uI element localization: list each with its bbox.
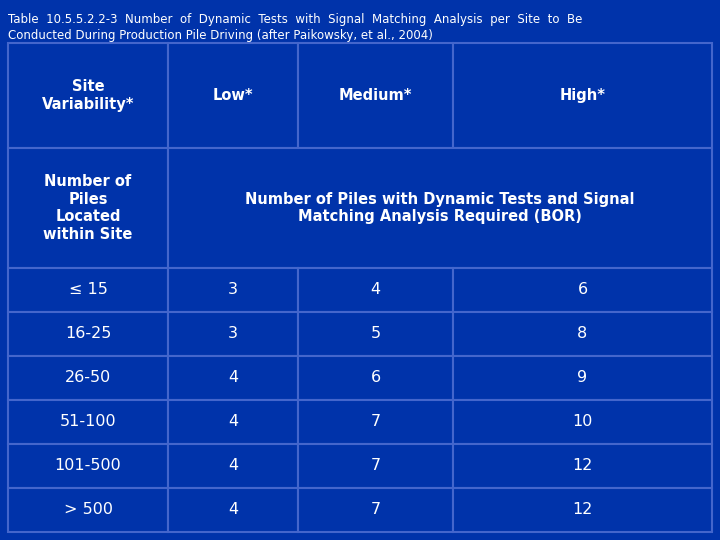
Bar <box>453 268 712 312</box>
Text: 12: 12 <box>572 503 593 517</box>
Bar <box>298 444 453 488</box>
Bar <box>453 488 712 532</box>
Bar <box>168 312 298 356</box>
Text: Low*: Low* <box>212 88 253 103</box>
Bar <box>168 148 712 268</box>
Text: Site
Variability*: Site Variability* <box>42 79 134 112</box>
Text: Conducted During Production Pile Driving (after Paikowsky, et al., 2004): Conducted During Production Pile Driving… <box>8 29 433 42</box>
Text: 10: 10 <box>572 415 593 429</box>
Text: 3: 3 <box>228 327 238 341</box>
Bar <box>168 356 298 400</box>
Text: High*: High* <box>559 88 606 103</box>
Text: 101-500: 101-500 <box>55 458 122 474</box>
Text: 6: 6 <box>577 282 588 298</box>
Text: Medium*: Medium* <box>338 88 413 103</box>
Text: 51-100: 51-100 <box>60 415 117 429</box>
Bar <box>298 400 453 444</box>
Bar <box>453 444 712 488</box>
Text: 6: 6 <box>370 370 381 386</box>
Bar <box>453 43 712 148</box>
Bar <box>168 400 298 444</box>
Text: Number of
Piles
Located
within Site: Number of Piles Located within Site <box>43 174 132 241</box>
Bar <box>453 356 712 400</box>
Text: Number of Piles with Dynamic Tests and Signal
Matching Analysis Required (BOR): Number of Piles with Dynamic Tests and S… <box>246 192 635 224</box>
Bar <box>298 312 453 356</box>
Bar <box>298 268 453 312</box>
Text: 4: 4 <box>228 458 238 474</box>
Bar <box>298 488 453 532</box>
Text: 7: 7 <box>370 415 381 429</box>
Bar <box>168 43 298 148</box>
Text: 7: 7 <box>370 458 381 474</box>
Text: 4: 4 <box>228 503 238 517</box>
Bar <box>8 312 168 356</box>
Bar <box>8 356 168 400</box>
Text: ≤ 15: ≤ 15 <box>68 282 107 298</box>
Text: 4: 4 <box>228 415 238 429</box>
Bar <box>298 356 453 400</box>
Text: 4: 4 <box>370 282 381 298</box>
Bar <box>168 268 298 312</box>
Text: 4: 4 <box>228 370 238 386</box>
Text: Table  10.5.5.2.2-3  Number  of  Dynamic  Tests  with  Signal  Matching  Analysi: Table 10.5.5.2.2-3 Number of Dynamic Tes… <box>8 13 582 26</box>
Bar <box>453 400 712 444</box>
Text: 3: 3 <box>228 282 238 298</box>
Bar <box>168 444 298 488</box>
Text: 9: 9 <box>577 370 588 386</box>
Bar <box>168 488 298 532</box>
Bar <box>8 268 168 312</box>
Bar <box>8 488 168 532</box>
Text: 5: 5 <box>370 327 381 341</box>
Text: 8: 8 <box>577 327 588 341</box>
Bar <box>8 400 168 444</box>
Bar <box>8 148 168 268</box>
Text: 16-25: 16-25 <box>65 327 111 341</box>
Text: 7: 7 <box>370 503 381 517</box>
Text: 26-50: 26-50 <box>65 370 111 386</box>
Bar <box>453 312 712 356</box>
Text: 12: 12 <box>572 458 593 474</box>
Text: > 500: > 500 <box>63 503 112 517</box>
Bar <box>8 444 168 488</box>
Bar <box>298 43 453 148</box>
Bar <box>8 43 168 148</box>
